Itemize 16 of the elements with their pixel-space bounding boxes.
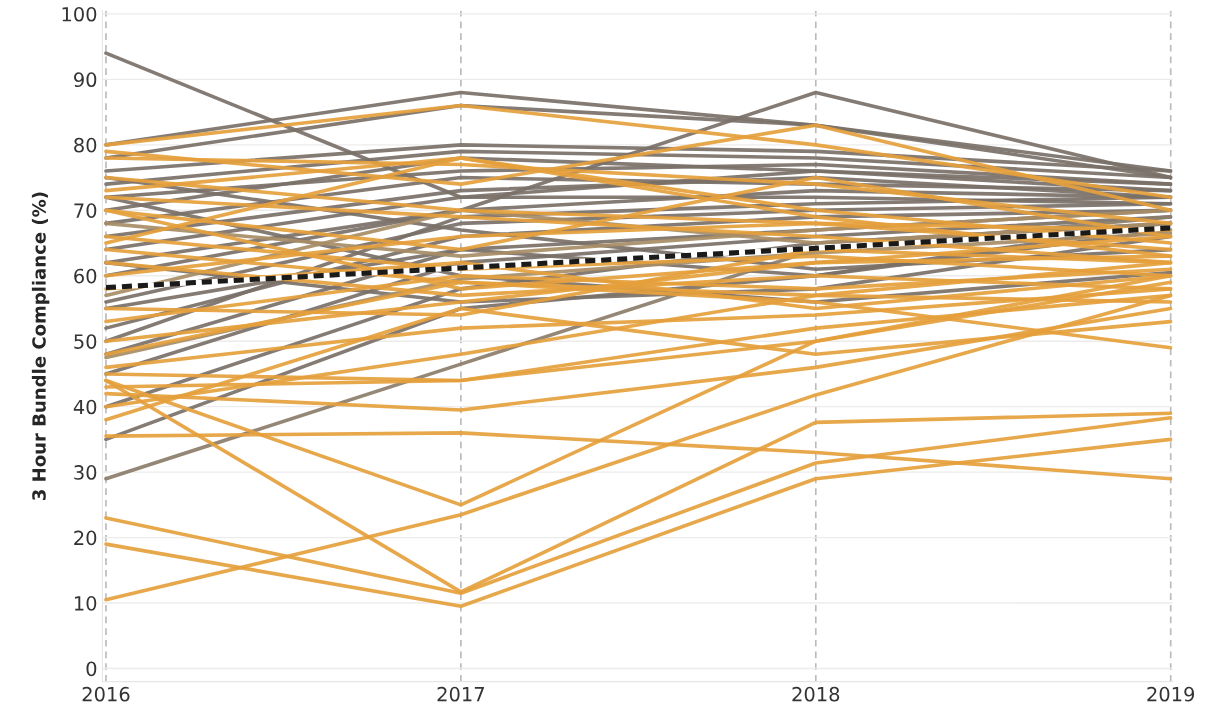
- y-tick-label: 0: [86, 661, 97, 677]
- y-tick-label: 20: [74, 530, 97, 546]
- y-tick-label: 80: [74, 137, 97, 153]
- y-tick-label: 30: [74, 465, 97, 480]
- y-tick-label: 90: [74, 72, 97, 88]
- x-tick-label: 2017: [437, 686, 484, 702]
- x-tick-label: 2018: [792, 686, 840, 702]
- y-tick-label: 60: [74, 268, 97, 284]
- y-tick-label: 50: [74, 334, 97, 349]
- y-tick-label: 10: [74, 596, 97, 611]
- y-tick-label: 100: [62, 6, 97, 22]
- y-tick-label: 70: [74, 203, 97, 218]
- y-axis-title: 3 Hour Bundle Compliance (%): [31, 192, 50, 500]
- y-tick-label: 40: [73, 399, 97, 415]
- x-tick-label: 2019: [1147, 686, 1195, 702]
- x-tick-label: 2016: [82, 686, 130, 702]
